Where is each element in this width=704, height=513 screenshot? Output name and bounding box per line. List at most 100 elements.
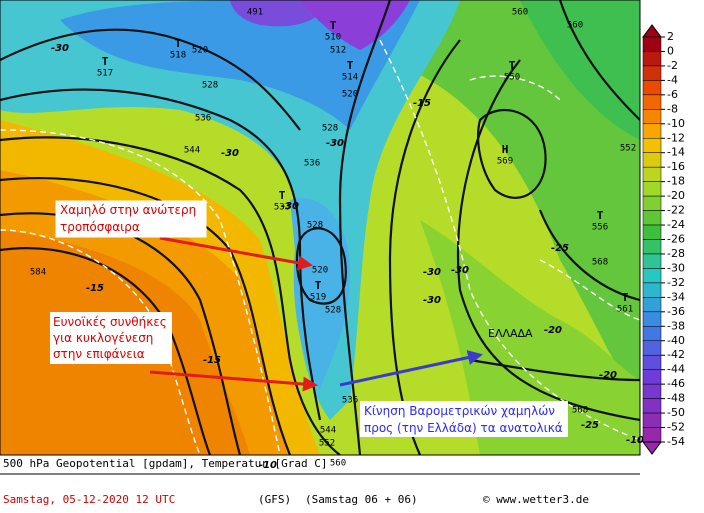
colorbar-segment (642, 94, 662, 110)
colorbar-segment (642, 36, 662, 52)
colorbar-label: -54 (667, 435, 685, 448)
colorbar-label: -38 (667, 319, 685, 332)
height-label: 584 (30, 268, 46, 278)
colorbar-segment (642, 282, 662, 298)
colorbar-label: -26 (667, 233, 685, 246)
center-value: 556 (592, 223, 608, 233)
colorbar-label: 2 (667, 30, 674, 43)
colorbar-label: -30 (667, 261, 685, 274)
height-label: 520 (312, 266, 328, 276)
height-label: 560 (567, 21, 583, 31)
height-label: 512 (330, 46, 346, 56)
colorbar-label: -10 (667, 117, 685, 130)
height-label: 560 (512, 8, 528, 18)
center-value: 550 (504, 73, 520, 83)
temperature-label: -30 (451, 265, 469, 276)
colorbar-segment (642, 253, 662, 269)
colorbar-label: -34 (667, 290, 685, 303)
center-symbol: T (509, 59, 516, 72)
colorbar-label: -18 (667, 175, 685, 188)
colorbar-arrow (642, 441, 662, 455)
height-label: 536 (304, 159, 320, 169)
center-symbol: T (597, 209, 604, 222)
temperature-label: -30 (221, 148, 239, 159)
footer-credit: © www.wetter3.de (483, 493, 589, 506)
height-label: 520 (342, 90, 358, 100)
height-label: 552 (319, 439, 335, 449)
center-symbol: T (279, 189, 286, 202)
colorbar-segment (642, 123, 662, 139)
annotation-text: τροπόσφαιρα (60, 220, 140, 234)
annotation-text: για κυκλογένεση (53, 331, 153, 345)
temperature-label: -10 (259, 460, 277, 471)
center-symbol: T (330, 19, 337, 32)
colorbar-segment (642, 210, 662, 226)
map-frame (0, 0, 641, 456)
temperature-label: -10 (626, 435, 644, 446)
annotation-text: στην επιφάνεια (53, 347, 145, 361)
height-label: 528 (322, 124, 338, 134)
colorbar-label: -14 (667, 146, 685, 159)
temperature-label: -15 (413, 98, 431, 109)
colorbar-segment (642, 340, 662, 356)
annotation-arrows (149, 236, 483, 392)
temperature-label: -20 (599, 370, 617, 381)
height-label: 544 (320, 426, 336, 436)
colorbar-label: -44 (667, 363, 685, 376)
colorbar-segment (642, 51, 662, 67)
colorbar-label: -48 (667, 392, 685, 405)
center-symbol: T (102, 55, 109, 68)
height-label: 528 (202, 81, 218, 91)
center-value: 514 (342, 73, 358, 83)
colorbar-segment (642, 398, 662, 414)
center-value: 561 (617, 305, 633, 315)
colorbar-label: -32 (667, 276, 685, 289)
colorbar-segment (642, 268, 662, 284)
colorbar-label: -42 (667, 348, 685, 361)
colorbar-segment (642, 326, 662, 341)
temperature-label: -30 (51, 43, 69, 54)
colorbar-label: 0 (667, 44, 674, 57)
colorbar-label: -22 (667, 204, 685, 217)
colorbar-segment (642, 65, 662, 81)
center-symbol: T (347, 59, 354, 72)
colorbar-segment (642, 297, 662, 313)
map-labels: T517T518T510T514T533T519T550H569T556T561… (30, 8, 644, 472)
temperature-label: -30 (281, 201, 299, 212)
height-label: 544 (184, 146, 200, 156)
height-label: 536 (342, 396, 358, 406)
height-label: 568 (592, 258, 608, 268)
colorbar-label: -28 (667, 247, 685, 260)
center-value: 510 (325, 33, 341, 43)
height-label: 552 (620, 144, 636, 154)
annotation-box (55, 200, 207, 238)
footer-model: (GFS) (258, 493, 291, 506)
footer-date: Samstag, 05-12-2020 12 UTC (3, 493, 175, 506)
colorbar-label: -12 (667, 131, 685, 144)
temperature-label: -25 (581, 420, 599, 431)
colorbar-label: -2 (667, 59, 678, 72)
annotation-boxes: Χαμηλό στην ανώτερη τροπόσφαιρα Ευνοϊκές… (50, 200, 568, 437)
colorbar-segment (642, 311, 662, 327)
colorbar-segment (642, 427, 662, 443)
height-label: 560 (330, 459, 346, 469)
center-value: 518 (170, 51, 186, 61)
annotation-text: Χαμηλό στην ανώτερη (60, 203, 196, 217)
colorbar-label: -50 (667, 406, 685, 419)
colorbar-segment (642, 354, 662, 370)
colorbar-segment (642, 109, 662, 125)
colorbar-arrow (642, 24, 662, 38)
colorbar-segment (642, 412, 662, 428)
footer-title: 500 hPa Geopotential [gpdam], Temperatur… (3, 457, 328, 470)
temperature-label: -30 (423, 267, 441, 278)
annotation-box (50, 312, 172, 364)
colorbar-label: -40 (667, 334, 685, 347)
center-symbol: T (315, 279, 322, 292)
center-symbol: T (622, 291, 629, 304)
annotation-text: Κίνηση Βαρομετρικών χαμηλών (364, 404, 555, 418)
center-symbol: H (502, 143, 509, 156)
annotation-box (360, 401, 568, 437)
center-symbol: T (175, 37, 182, 50)
colorbar-segment (642, 181, 662, 197)
